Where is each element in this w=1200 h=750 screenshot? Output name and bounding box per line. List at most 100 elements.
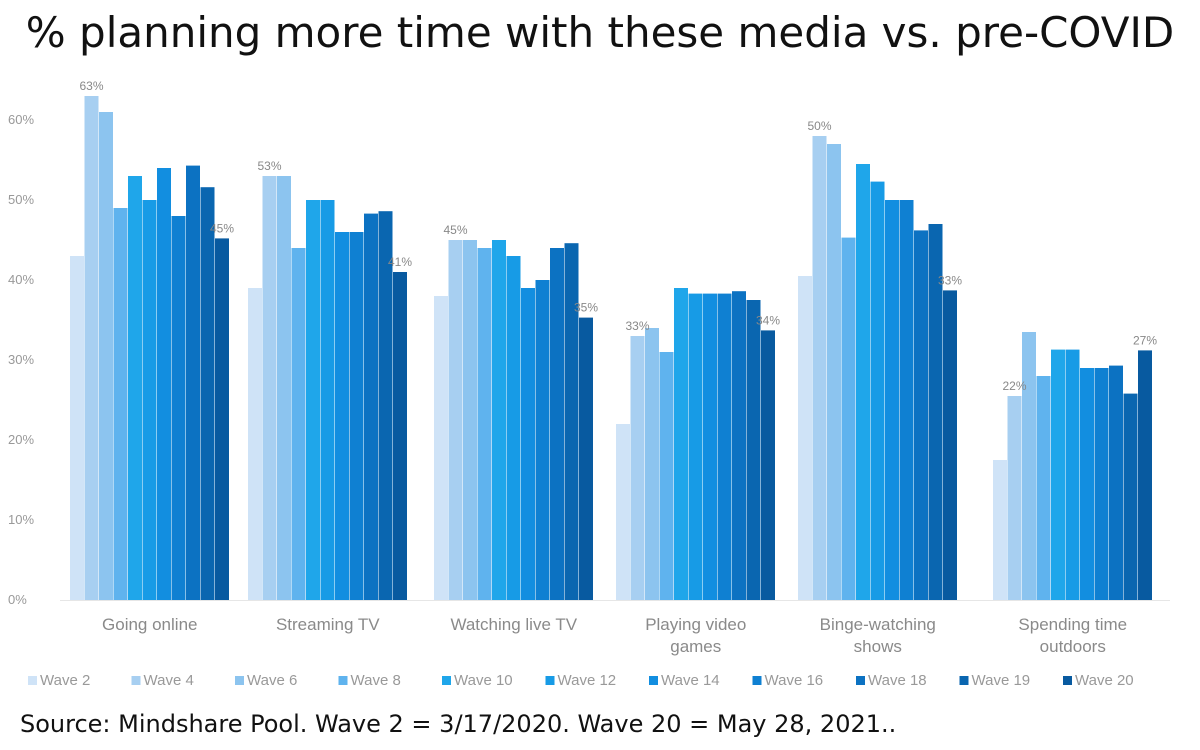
legend-swatch (442, 676, 451, 685)
legend-label: Wave 10 (454, 672, 513, 689)
bar (1065, 349, 1080, 600)
bar (674, 288, 688, 600)
legend-label: Wave 18 (868, 672, 927, 689)
data-label: 33% (625, 319, 649, 333)
legend-label: Wave 6 (247, 672, 297, 689)
bar (506, 256, 521, 600)
bar (364, 213, 378, 600)
bar (262, 176, 277, 600)
legend-label: Wave 19 (972, 672, 1031, 689)
bar (492, 240, 506, 600)
legend-swatch (28, 676, 37, 685)
bar (1036, 376, 1051, 600)
legend-label: Wave 2 (40, 672, 90, 689)
bar (928, 224, 943, 600)
bar (993, 460, 1007, 600)
data-label: 22% (1002, 379, 1026, 393)
y-tick-label: 0% (8, 592, 27, 607)
source-note: Source: Mindshare Pool. Wave 2 = 3/17/20… (20, 710, 897, 738)
bar (914, 230, 928, 600)
category-label: Watching live TV (450, 615, 577, 634)
y-tick-label: 40% (8, 272, 34, 287)
bar (1007, 396, 1022, 600)
legend-swatch (856, 676, 865, 685)
bar (335, 232, 349, 600)
chart-title: % planning more time with these media vs… (25, 8, 1175, 57)
bar (128, 176, 142, 600)
legend: Wave 2 Wave 4 Wave 6 Wave 8 Wave 10 Wave 12 Wa… (28, 672, 1134, 689)
bar (761, 330, 775, 600)
legend-label: Wave 4 (144, 672, 194, 689)
category-label: Streaming TV (276, 615, 380, 634)
bar (448, 240, 463, 600)
data-label: 27% (1133, 333, 1157, 347)
category-labels-group: Going online Streaming TV Watching live TV… (102, 615, 1127, 656)
bar (277, 176, 291, 600)
y-tick-label: 60% (8, 112, 34, 127)
category-label: Spending time (1018, 615, 1127, 634)
bar (1051, 349, 1065, 600)
y-tick-label: 10% (8, 512, 34, 527)
y-tick-label: 20% (8, 432, 34, 447)
legend-label: Wave 20 (1075, 672, 1134, 689)
data-label: 33% (938, 273, 962, 287)
data-label: 34% (756, 313, 780, 327)
bar (320, 200, 335, 600)
bar (1123, 393, 1138, 600)
data-label: 45% (443, 223, 467, 237)
bar (564, 243, 579, 600)
bar (157, 168, 171, 600)
data-label: 50% (807, 119, 831, 133)
bar (70, 256, 84, 600)
legend-swatch (1063, 676, 1072, 685)
legend-label: Wave 12 (558, 672, 617, 689)
bar (732, 291, 746, 600)
bar (463, 240, 477, 600)
bar (535, 280, 550, 600)
bar (200, 187, 215, 600)
bar (521, 288, 535, 600)
bar (378, 211, 393, 600)
bar (99, 112, 113, 600)
bar (550, 248, 564, 600)
bar (645, 328, 659, 600)
bar (171, 216, 186, 600)
bar (688, 293, 703, 600)
bar (1022, 332, 1036, 600)
bar (812, 136, 827, 600)
category-label: outdoors (1040, 637, 1106, 656)
bar (142, 200, 157, 600)
legend-label: Wave 14 (661, 672, 720, 689)
legend-swatch (752, 676, 762, 685)
bar (186, 165, 200, 600)
bar (717, 293, 732, 600)
bar (248, 288, 262, 600)
category-label: Going online (102, 615, 197, 634)
data-label: 53% (257, 159, 281, 173)
category-label: Binge-watching (820, 615, 936, 634)
bar (841, 237, 856, 600)
bar (477, 248, 492, 600)
bar (393, 272, 407, 600)
data-label: 63% (79, 79, 103, 93)
bar-chart: 0% 10% 20% 30% 40% 50% 60% 63% 45% 53% 41% 45% 35% 3… (8, 79, 1170, 689)
y-tick-label: 50% (8, 192, 34, 207)
bar (798, 276, 812, 600)
bar (434, 296, 448, 600)
bar (616, 424, 630, 600)
legend-swatch (131, 676, 141, 685)
legend-label: Wave 8 (351, 672, 401, 689)
legend-label: Wave 16 (765, 672, 824, 689)
bar (1094, 368, 1109, 600)
bar (1109, 365, 1123, 600)
bar (827, 144, 841, 600)
bar (1080, 368, 1094, 600)
data-label: 41% (388, 255, 412, 269)
bar (306, 200, 320, 600)
data-labels-group: 63% 45% 53% 41% 45% 35% 33% 34% 50% 33% 22% 27% (79, 79, 1157, 393)
bar (84, 96, 99, 600)
bar (579, 317, 593, 600)
y-tick-label: 30% (8, 352, 34, 367)
bar (870, 181, 885, 600)
bar (113, 208, 128, 600)
